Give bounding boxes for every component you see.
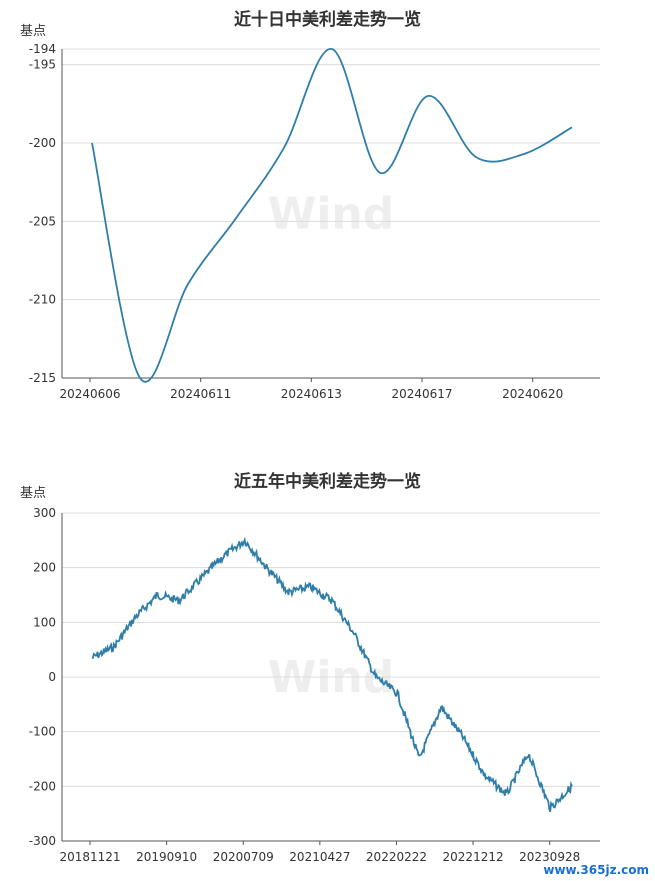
x-tick-label: 20240611 [170,387,231,401]
x-tick-label: 20181121 [59,850,120,864]
series-line [91,48,573,383]
y-tick-label: -100 [29,725,56,739]
x-tick-label: 20221212 [443,850,504,864]
y-tick-label: -300 [29,834,56,848]
y-unit-label: 基点 [20,486,47,501]
y-tick-label: -194 [29,42,56,56]
y-tick-label: -200 [29,136,56,150]
site-watermark: www.365jz.com [543,863,649,877]
y-tick-label: 200 [33,561,56,575]
x-tick-label: 20200709 [213,850,274,864]
chart-plot-area: Wind -215 -210 -205 -200 -195 -194 20240606 2024… [29,42,600,401]
y-unit-label: 基点 [20,24,47,39]
x-tick-label: 20190910 [136,850,197,864]
chart-title: 近十日中美利差走势一览 [234,10,421,30]
x-tick-label: 20240617 [391,387,452,401]
wind-watermark: Wind [268,189,394,240]
y-tick-label: -205 [29,214,56,228]
chart-recent-ten-days: 近十日中美利差走势一览 基点 Wind -215 -210 -205 -200 -195 -… [0,0,655,420]
y-tick-label: -215 [29,371,56,385]
chart-title: 近五年中美利差走势一览 [234,472,421,492]
x-tick-label: 20240606 [59,387,120,401]
series-line [91,536,573,813]
x-tick-label: 20220222 [366,850,427,864]
y-tick-label: 0 [48,670,56,684]
x-tick-label: 20230928 [519,850,580,864]
y-tick-label: -210 [29,293,56,307]
y-tick-label: -195 [29,58,56,72]
x-tick-label: 20210427 [289,850,350,864]
y-tick-label: -200 [29,779,56,793]
y-tick-label: 100 [33,615,56,629]
x-tick-label: 20240613 [281,387,342,401]
x-tick-label: 20240620 [502,387,563,401]
y-tick-label: 300 [33,506,56,520]
